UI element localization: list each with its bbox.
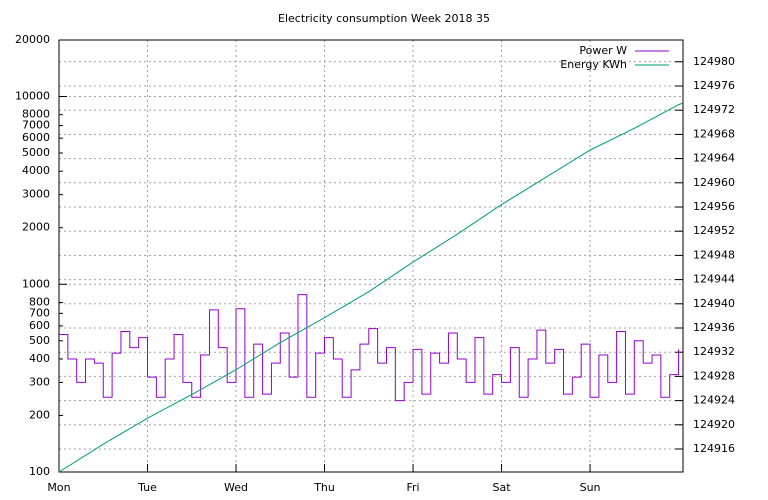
x-tick-label: Wed xyxy=(224,481,248,494)
y-tick-label: 3000 xyxy=(22,188,50,201)
y-tick-label: 4000 xyxy=(22,164,50,177)
y2-tick-label: 124916 xyxy=(693,442,735,455)
y-tick-label: 600 xyxy=(29,319,50,332)
y2-tick-label: 124968 xyxy=(693,127,735,140)
y-tick-label: 7000 xyxy=(22,119,50,132)
y-tick-label: 6000 xyxy=(22,131,50,144)
x-tick-label: Sat xyxy=(493,481,512,494)
y-tick-label: 8000 xyxy=(22,108,50,121)
chart-title: Electricity consumption Week 2018 35 xyxy=(278,12,490,25)
y2-tick-label: 124924 xyxy=(693,394,735,407)
y2-tick-label: 124936 xyxy=(693,321,735,334)
series-line xyxy=(59,294,680,402)
y-tick-label: 100 xyxy=(29,465,50,478)
x-tick-label: Fri xyxy=(406,481,419,494)
y2-tick-label: 124940 xyxy=(693,297,735,310)
legend-label: Energy KWh xyxy=(560,58,627,71)
y-tick-label: 300 xyxy=(29,375,50,388)
y-tick-label: 1000 xyxy=(22,277,50,290)
plot-frame xyxy=(58,39,684,473)
y2-tick-label: 124972 xyxy=(693,103,735,116)
y-tick-label: 400 xyxy=(29,352,50,365)
y-tick-label: 700 xyxy=(29,306,50,319)
y2-tick-label: 124976 xyxy=(693,79,735,92)
legend-label: Power W xyxy=(579,44,627,57)
y2-tick-label: 124956 xyxy=(693,200,735,213)
series-line xyxy=(58,102,684,473)
y2-tick-label: 124920 xyxy=(693,418,735,431)
y2-tick-label: 124932 xyxy=(693,345,735,358)
y2-tick-label: 124948 xyxy=(693,248,735,261)
y-tick-label: 20000 xyxy=(15,33,50,46)
x-tick-label: Tue xyxy=(137,481,157,494)
y2-tick-label: 124928 xyxy=(693,369,735,382)
y-tick-label: 2000 xyxy=(22,221,50,234)
y-tick-label: 10000 xyxy=(15,90,50,103)
y2-tick-label: 124952 xyxy=(693,224,735,237)
x-tick-label: Sun xyxy=(580,481,601,494)
y-tick-label: 5000 xyxy=(22,146,50,159)
y2-tick-label: 124944 xyxy=(693,273,735,286)
y-tick-label: 800 xyxy=(29,295,50,308)
y-tick-label: 200 xyxy=(29,408,50,421)
y2-tick-label: 124960 xyxy=(693,176,735,189)
y2-tick-label: 124964 xyxy=(693,152,735,165)
y-tick-label: 500 xyxy=(29,334,50,347)
y2-tick-label: 124980 xyxy=(693,55,735,68)
x-tick-label: Thu xyxy=(313,481,335,494)
x-tick-label: Mon xyxy=(47,481,70,494)
